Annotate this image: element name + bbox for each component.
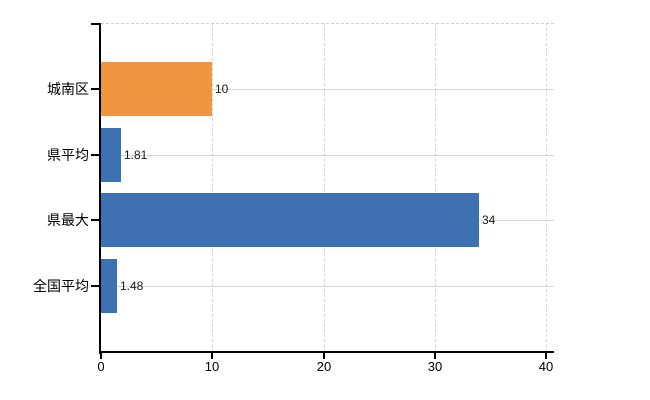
x-axis-line — [99, 351, 554, 353]
category-label: 全国平均 — [33, 278, 89, 294]
x-axis-tick-label: 20 — [316, 359, 332, 374]
y-axis-tick — [91, 88, 99, 90]
y-axis-tick — [91, 285, 99, 287]
gridline-vertical — [212, 23, 214, 352]
bar-value-label: 10 — [215, 82, 229, 96]
x-axis-tick — [434, 353, 436, 359]
x-axis-tick — [100, 353, 102, 359]
bar-value-label: 34 — [482, 213, 496, 227]
x-axis-tick-label: 30 — [427, 359, 443, 374]
gridline-horizontal — [101, 155, 554, 156]
gridline-vertical — [323, 23, 325, 352]
category-label: 県最大 — [47, 212, 89, 228]
bar-value-label: 1.81 — [124, 148, 148, 162]
y-axis-top-tick — [91, 23, 99, 25]
bar-3 — [101, 193, 479, 247]
gridline-horizontal — [101, 286, 554, 287]
category-label: 県平均 — [47, 147, 89, 163]
x-axis-tick — [323, 353, 325, 359]
bar-value-label: 1.48 — [120, 279, 144, 293]
y-axis-tick — [91, 154, 99, 156]
bar-1 — [101, 62, 212, 116]
x-axis-tick-label: 40 — [538, 359, 554, 374]
x-axis-tick-label: 0 — [97, 359, 105, 374]
category-label: 城南区 — [47, 81, 89, 97]
gridline-vertical — [434, 23, 436, 352]
bar-2 — [101, 128, 121, 182]
x-axis-tick-label: 10 — [204, 359, 220, 374]
gridline-vertical — [546, 23, 547, 352]
plot-top-border — [101, 23, 554, 24]
y-axis-tick — [91, 219, 99, 221]
x-axis-tick — [545, 353, 547, 359]
gridline-horizontal — [101, 89, 554, 90]
x-axis-tick — [211, 353, 213, 359]
bar-4 — [101, 259, 117, 313]
y-axis-line — [99, 23, 101, 354]
